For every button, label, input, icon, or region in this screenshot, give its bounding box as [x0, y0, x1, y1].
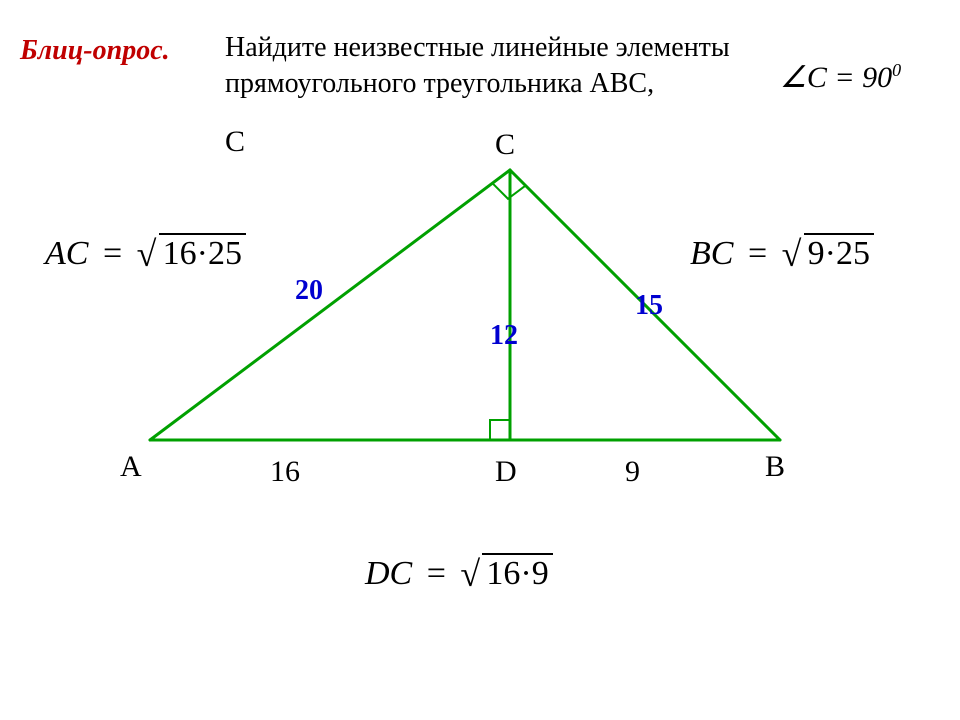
angle-expr: ∠C = 90 — [780, 61, 892, 94]
ac-lhs: AC — [45, 235, 88, 272]
vertex-c: C — [225, 125, 245, 159]
task-line-1: Найдите неизвестные линейные элементы — [225, 32, 730, 63]
len-cb: 15 — [635, 290, 663, 322]
len-cd: 12 — [490, 320, 518, 352]
len-ac: 20 — [295, 275, 323, 307]
blitz-heading: Блиц-опрос. — [20, 35, 170, 67]
bc-radicand: 9·25 — [804, 233, 874, 272]
vertex-b: B — [765, 450, 785, 484]
dc-lhs: DC — [365, 555, 412, 592]
angle-degree: 0 — [892, 60, 901, 80]
task-line-2: прямоугольного треугольника АВС, — [225, 68, 654, 99]
vertex-d: D — [495, 455, 517, 489]
dc-sqrt: 16·9 — [460, 555, 552, 593]
eq-sign: = — [427, 555, 446, 592]
task-text: Найдите неизвестные линейные элементы пр… — [225, 30, 785, 103]
len-db: 9 — [625, 455, 640, 489]
dc-radicand: 16·9 — [482, 553, 552, 592]
len-ad: 16 — [270, 455, 300, 489]
triangle-diagram — [110, 140, 810, 480]
formula-dc: DC = 16·9 — [365, 555, 553, 593]
angle-condition: ∠C = 900 — [780, 60, 901, 95]
vertex-c-label: C — [495, 128, 515, 162]
vertex-a: A — [120, 450, 142, 484]
